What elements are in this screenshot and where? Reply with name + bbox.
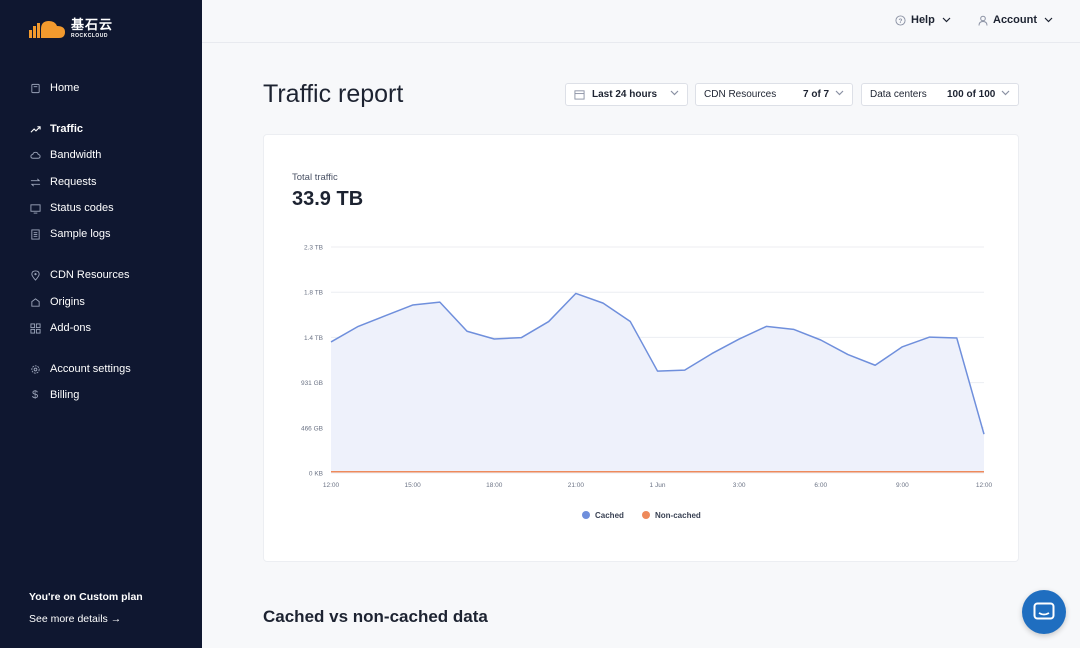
sidebar-item-home[interactable]: Home (29, 78, 79, 98)
total-traffic-label: Total traffic (292, 172, 338, 183)
chat-icon (1033, 602, 1055, 622)
sidebar-item-add-ons[interactable]: Add-ons (29, 318, 91, 338)
brand-name-cn: 基石云 (71, 18, 114, 33)
help-label: Help (911, 14, 935, 26)
legend-cached-marker (582, 511, 590, 519)
trend-icon (29, 123, 41, 135)
x-tick-label: 1 Jun (650, 482, 666, 489)
svg-text:?: ? (899, 17, 903, 24)
x-tick-label: 18:00 (486, 482, 503, 489)
data-centers-value: 100 of 100 (947, 89, 996, 100)
sidebar-item-label: Origins (50, 296, 85, 308)
status-icon (29, 202, 41, 214)
sidebar-item-label: CDN Resources (50, 269, 130, 281)
sidebar-item-status-codes[interactable]: Status codes (29, 198, 114, 218)
y-tick-label: 0 KB (309, 471, 323, 478)
y-tick-label: 1.4 TB (304, 335, 323, 342)
chevron-down-icon (1001, 90, 1010, 96)
cached-series-line (330, 292, 985, 435)
x-tick-label: 3:00 (733, 482, 746, 489)
sidebar-item-billing[interactable]: $ Billing (29, 385, 79, 405)
sidebar-item-label: Home (50, 82, 80, 94)
traffic-card: Total traffic 33.9 TB 0 KB 466 GB 931 GB 1.… (263, 134, 1019, 562)
sidebar-item-label: Traffic (50, 123, 84, 135)
pin-icon (29, 269, 41, 281)
chat-support-button[interactable] (1022, 590, 1066, 634)
sidebar-item-label: Sample logs (50, 228, 111, 240)
total-traffic-value: 33.9 TB (292, 188, 364, 210)
cloud-logo-icon (29, 17, 67, 41)
account-label: Account (993, 14, 1037, 26)
sidebar: 基石云 ROCKCLOUD Home Traffic Bandwidth Req… (0, 0, 202, 648)
sidebar-item-label: Billing (50, 389, 80, 401)
x-tick-label: 12:00 (976, 482, 993, 489)
grid-icon (29, 322, 41, 334)
brand-logo[interactable]: 基石云 ROCKCLOUD (29, 17, 113, 41)
cloud-icon (29, 149, 41, 161)
y-tick-label: 1.8 TB (304, 290, 323, 297)
origin-icon (29, 296, 41, 308)
data-centers-label: Data centers (870, 89, 927, 100)
sidebar-item-label: Bandwidth (50, 149, 102, 161)
plan-details-link[interactable]: See more details → (29, 613, 122, 625)
sidebar-item-bandwidth[interactable]: Bandwidth (29, 145, 101, 165)
help-icon: ? (895, 14, 906, 26)
legend-noncached-label: Non-cached (655, 511, 701, 520)
x-tick-label: 6:00 (814, 482, 827, 489)
sidebar-item-account-settings[interactable]: Account settings (29, 359, 131, 379)
traffic-chart[interactable]: 0 KB 466 GB 931 GB 1.4 TB 1.8 TB 2.3 TB 12:00 1… (264, 135, 1020, 563)
account-menu-button[interactable]: Account (978, 14, 1053, 26)
y-tick-label: 931 GB (301, 380, 323, 387)
dollar-icon: $ (31, 389, 39, 401)
help-menu-button[interactable]: ? Help (895, 14, 951, 26)
sidebar-item-label: Requests (50, 176, 97, 188)
y-tick-label: 466 GB (301, 425, 323, 432)
logs-icon (29, 228, 41, 240)
x-tick-label: 9:00 (896, 482, 909, 489)
legend-cached-label: Cached (595, 511, 624, 520)
calendar-icon (574, 89, 585, 100)
sidebar-item-label: Status codes (50, 202, 114, 214)
sidebar-item-requests[interactable]: Requests (29, 172, 96, 192)
x-tick-label: 15:00 (404, 482, 421, 489)
x-tick-label: 12:00 (323, 482, 340, 489)
topbar: ? Help Account (202, 0, 1080, 43)
chevron-down-icon (835, 90, 844, 96)
gear-icon (29, 363, 41, 375)
chevron-down-icon (670, 90, 679, 96)
sidebar-item-sample-logs[interactable]: Sample logs (29, 224, 111, 244)
cdn-resources-value: 7 of 7 (803, 89, 830, 100)
data-centers-dropdown[interactable]: Data centers 100 of 100 (861, 83, 1019, 106)
user-icon (978, 15, 988, 26)
y-tick-label: 2.3 TB (304, 245, 323, 252)
x-tick-label: 21:00 (568, 482, 585, 489)
brand-name-en: ROCKCLOUD (71, 33, 108, 39)
chevron-down-icon (942, 17, 951, 23)
period-dropdown[interactable]: Last 24 hours (565, 83, 688, 106)
sidebar-item-label: Account settings (50, 363, 131, 375)
sidebar-item-label: Add-ons (50, 322, 91, 334)
cdn-resources-label: CDN Resources (704, 89, 777, 100)
cdn-resources-dropdown[interactable]: CDN Resources 7 of 7 (695, 83, 853, 106)
sidebar-item-cdn-resources[interactable]: CDN Resources (29, 265, 129, 285)
cached-area (331, 293, 984, 473)
period-value: Last 24 hours (592, 89, 658, 100)
arrows-icon (29, 176, 41, 188)
chevron-down-icon (1044, 17, 1053, 23)
plan-text: You're on Custom plan (29, 591, 143, 603)
home-icon (29, 82, 41, 94)
legend-noncached-marker (642, 511, 650, 519)
sidebar-item-traffic[interactable]: Traffic (29, 119, 83, 139)
sidebar-item-origins[interactable]: Origins (29, 292, 85, 312)
section-title-cached-vs-noncached: Cached vs non-cached data (263, 607, 488, 626)
page-title: Traffic report (263, 80, 404, 108)
